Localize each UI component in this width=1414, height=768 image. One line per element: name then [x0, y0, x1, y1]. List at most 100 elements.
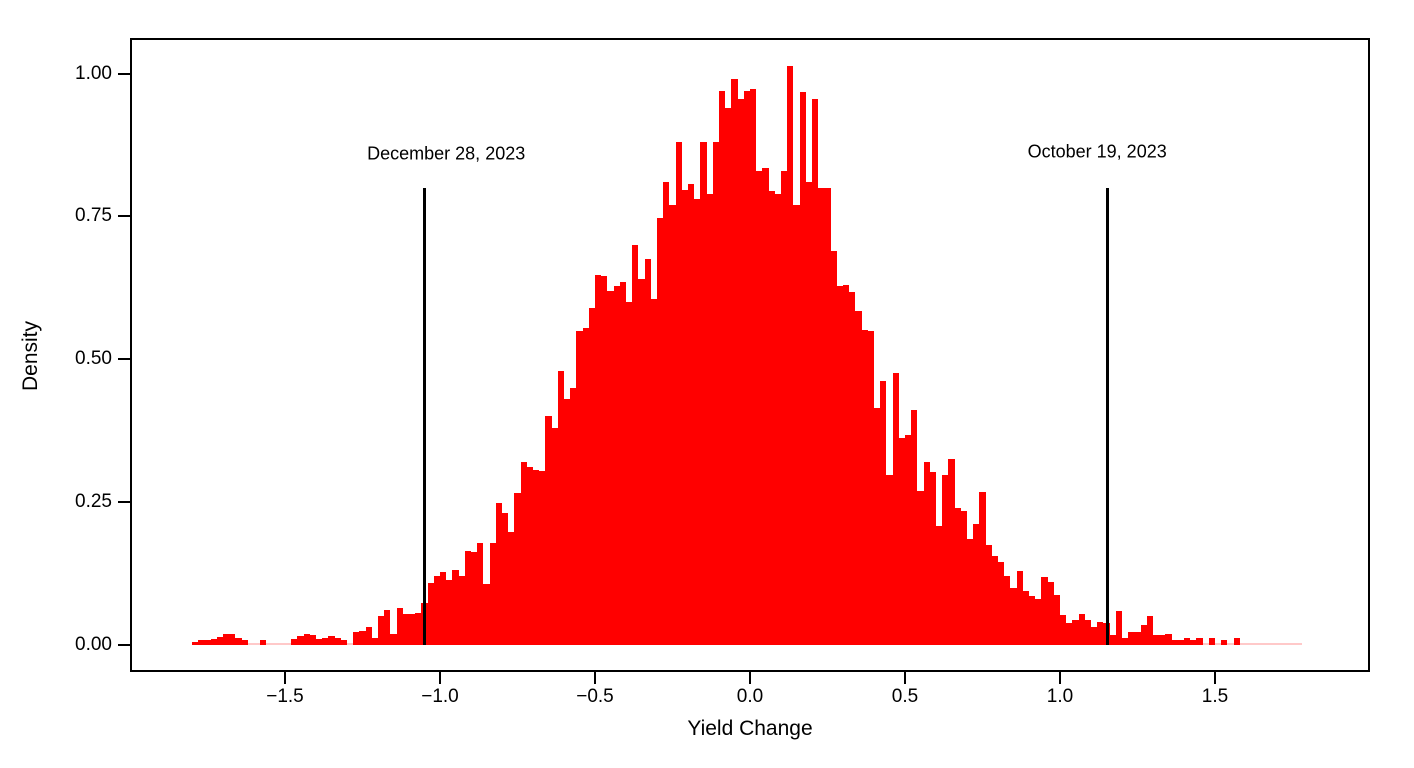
histogram-bar — [285, 643, 292, 645]
x-axis-title: Yield Change — [687, 717, 813, 740]
histogram-bar — [805, 182, 812, 645]
histogram-bar — [836, 286, 843, 645]
y-tick-mark — [118, 358, 130, 361]
histogram-bar — [1091, 626, 1098, 645]
histogram-bar — [266, 643, 273, 645]
histogram-bar — [948, 459, 955, 645]
histogram-bar — [942, 474, 949, 645]
histogram-bar — [365, 627, 372, 645]
histogram-bar — [1221, 639, 1228, 645]
histogram-bar — [768, 190, 775, 645]
histogram-bar — [681, 189, 688, 645]
y-tick-label: 0.25 — [75, 491, 112, 513]
histogram-bar — [632, 244, 639, 645]
histogram-bar — [1122, 638, 1129, 645]
histogram-bar — [272, 643, 279, 645]
histogram-bar — [1134, 631, 1141, 645]
histogram-bar — [303, 633, 310, 645]
histogram-bar — [743, 90, 750, 645]
histogram-bar — [706, 193, 713, 645]
histogram-bar — [316, 639, 323, 645]
y-tick-mark — [118, 644, 130, 646]
histogram-bar — [192, 641, 199, 645]
histogram-bar — [1041, 576, 1048, 645]
histogram-bar — [936, 526, 943, 645]
histogram-bar — [1295, 643, 1302, 645]
histogram-bar — [898, 438, 905, 645]
histogram-bar — [595, 274, 602, 645]
histogram-bar — [1246, 643, 1253, 645]
histogram-bar — [1215, 643, 1222, 645]
histogram-bar — [725, 107, 732, 645]
histogram-bar — [830, 250, 837, 645]
histogram-bar — [483, 583, 490, 645]
histogram-bar — [570, 387, 577, 645]
histogram-bar — [1264, 643, 1271, 645]
histogram-bar — [247, 643, 254, 645]
histogram-bar — [458, 576, 465, 645]
histogram-bar — [867, 330, 874, 645]
histogram-bar — [613, 286, 620, 645]
histogram-bar — [880, 380, 887, 645]
histogram-bar — [545, 416, 552, 645]
x-tick-label: −1.5 — [266, 686, 304, 707]
histogram-bar — [291, 639, 298, 645]
histogram-bar — [874, 408, 881, 645]
histogram-bar — [688, 184, 695, 645]
histogram-bar — [353, 631, 360, 645]
histogram-bar — [843, 284, 850, 645]
histogram-bar — [781, 170, 788, 645]
histogram-bar — [328, 635, 335, 645]
histogram-bar — [1047, 582, 1054, 645]
x-tick-label: 1.0 — [1046, 686, 1074, 707]
histogram-bar — [254, 643, 261, 645]
histogram-bar — [359, 631, 366, 645]
histogram-bar — [409, 613, 416, 645]
histogram-bar — [1208, 638, 1215, 645]
histogram-bar — [756, 170, 763, 645]
histogram-bar — [508, 531, 515, 645]
histogram-bar — [1227, 643, 1234, 645]
y-tick-label: 1.00 — [75, 62, 112, 84]
histogram-bar — [1252, 643, 1259, 645]
x-tick-mark — [1059, 672, 1061, 684]
histogram-bar — [1153, 634, 1160, 645]
histogram-bar — [229, 633, 236, 645]
histogram-bar — [1004, 576, 1011, 645]
histogram-bar — [1035, 598, 1042, 645]
histogram-bar — [347, 643, 354, 645]
histogram-bar — [216, 636, 223, 645]
histogram-bar — [551, 427, 558, 645]
histogram-bar — [700, 142, 707, 645]
histogram-bar — [638, 279, 645, 645]
histogram-bar — [1029, 596, 1036, 645]
histogram-bar — [1239, 643, 1246, 645]
histogram-bar — [979, 491, 986, 645]
y-tick-mark — [118, 501, 130, 504]
histogram-bar — [309, 635, 316, 645]
histogram-bar — [297, 635, 304, 645]
histogram-bar — [446, 579, 453, 645]
histogram-bar — [1258, 643, 1265, 645]
histogram-bar — [712, 142, 719, 645]
x-tick-label: 0.5 — [891, 686, 919, 707]
histogram-bar — [1146, 616, 1153, 645]
histogram-bar — [793, 204, 800, 645]
histogram-bar — [911, 409, 918, 645]
histogram-bar — [1289, 643, 1296, 645]
histogram-bar — [384, 610, 391, 645]
histogram-bar — [737, 99, 744, 645]
histogram-bar — [440, 572, 447, 645]
histogram-bar — [663, 182, 670, 645]
y-axis-title: Density — [19, 320, 42, 392]
histogram-bar — [1097, 621, 1104, 645]
histogram-bar — [644, 259, 651, 645]
histogram-bar — [1010, 587, 1017, 645]
histogram-bar — [1270, 643, 1277, 645]
histogram-bar — [1115, 610, 1122, 645]
histogram-bar — [1165, 634, 1172, 645]
